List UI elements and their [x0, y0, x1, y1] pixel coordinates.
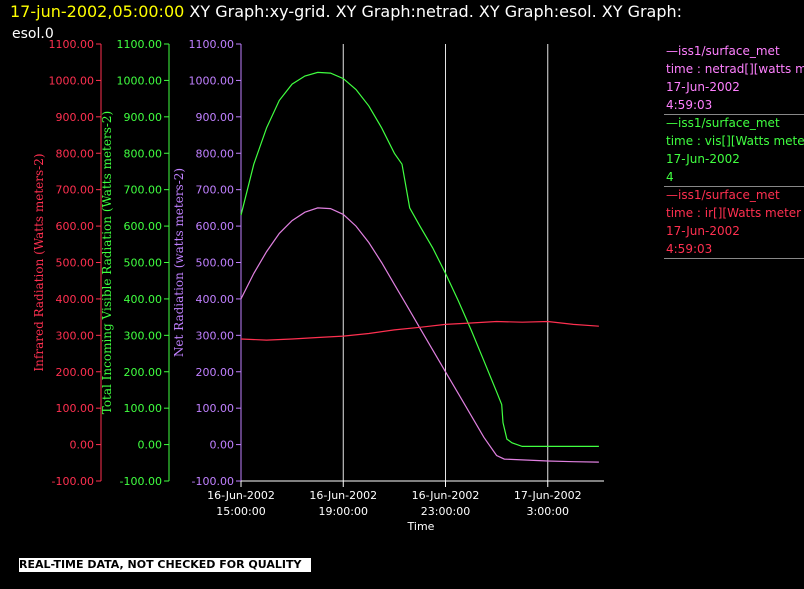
x-axis: 16-Jun-2002 15:00:00 16-Jun-2002 19:00:00 16…: [207, 480, 604, 533]
y-tick-label: 100.00: [56, 402, 95, 415]
y-tick-label: 700.00: [56, 184, 95, 197]
y-tick-label: 1000.00: [117, 74, 163, 87]
x-tick-date: 16-Jun-2002: [207, 489, 275, 502]
grid-layer: [342, 44, 549, 481]
legend-date: 17-Jun-2002: [666, 152, 740, 166]
legend-source: —iss1/surface_met: [666, 188, 780, 202]
y-axis-label: Net Radiation (watts meters-2): [172, 168, 186, 357]
x-tick-date: 16-Jun-2002: [309, 489, 377, 502]
y-tick-label: 900.00: [124, 111, 163, 124]
y-tick-label: 1100.00: [117, 38, 163, 51]
series-line-vis: [240, 71, 599, 447]
y-axis-label: Total Incoming Visible Radiation (Watts …: [100, 111, 114, 415]
title-continuation: esol.0: [12, 26, 54, 42]
y-tick-label: -100.00: [192, 475, 234, 488]
y-axis-2: 1100.00 1000.00 900.00 800.00 700.00 600.00 50…: [100, 38, 170, 488]
x-axis-label: Time: [407, 520, 435, 533]
y-tick-label: 400.00: [124, 293, 163, 306]
y-tick-label: 800.00: [124, 147, 163, 160]
x-tick-time: 19:00:00: [319, 505, 368, 518]
y-tick-label: 300.00: [124, 329, 163, 342]
y-tick-label: 300.00: [196, 329, 235, 342]
y-tick-label: -100.00: [52, 475, 94, 488]
y-tick-label: 1100.00: [189, 38, 235, 51]
y-axis-label: Infrared Radiation (Watts meters-2): [32, 153, 46, 371]
y-tick-label: 500.00: [124, 257, 163, 270]
legend-time: 4:59:03: [666, 98, 713, 112]
x-tick-date: 16-Jun-2002: [412, 489, 480, 502]
y-tick-label: 700.00: [124, 184, 163, 197]
timestamp: 17-jun-2002,05:00:00: [10, 2, 185, 21]
y-tick-label: 100.00: [196, 402, 235, 415]
y-tick-label: 200.00: [56, 366, 95, 379]
y-tick-label: 500.00: [196, 257, 235, 270]
legend-date: 17-Jun-2002: [666, 80, 740, 94]
legend-time: 4: [666, 170, 674, 184]
y-tick-label: 200.00: [124, 366, 163, 379]
y-tick-label: -100.00: [120, 475, 162, 488]
y-tick-label: 1000.00: [49, 74, 95, 87]
y-tick-label: 600.00: [124, 220, 163, 233]
y-tick-label: 500.00: [56, 257, 95, 270]
legend-divider: [664, 258, 804, 259]
legend-variable: time : ir[][Watts meter: [666, 206, 802, 220]
legend-variable: time : vis[][Watts meter: [666, 134, 804, 148]
y-tick-label: 600.00: [196, 220, 235, 233]
y-tick-label: 900.00: [196, 111, 235, 124]
legend-divider: [664, 114, 804, 115]
y-tick-label: 200.00: [196, 366, 235, 379]
y-axis-3: 1100.00 1000.00 900.00 800.00 700.00 600.00 50…: [172, 38, 242, 488]
y-axis-1: 1100.00 1000.00 900.00 800.00 700.00 600.00 50…: [32, 38, 102, 488]
legend-divider: [664, 186, 804, 187]
series-line-ir: [240, 320, 599, 341]
y-tick-label: 800.00: [196, 147, 235, 160]
x-tick-time: 15:00:00: [216, 505, 265, 518]
legend-time: 4:59:03: [666, 242, 713, 256]
y-tick-label: 0.00: [70, 439, 95, 452]
legend-variable: time : netrad[][watts me: [666, 62, 804, 76]
x-tick-date: 17-Jun-2002: [514, 489, 582, 502]
y-tick-label: 700.00: [196, 184, 235, 197]
legend-source: —iss1/surface_met: [666, 116, 780, 130]
title-bar: 17-jun-2002,05:00:00 XY Graph:xy-grid. X…: [10, 2, 682, 22]
y-tick-label: 1000.00: [189, 74, 235, 87]
y-tick-label: 400.00: [196, 293, 235, 306]
series-layer: [240, 71, 599, 463]
series-line-netrad: [240, 207, 599, 463]
x-tick-time: 3:00:00: [527, 505, 569, 518]
y-tick-label: 0.00: [210, 439, 235, 452]
axes-layer: 1100.00 1000.00 900.00 800.00 700.00 600.00 50…: [32, 38, 242, 488]
y-tick-label: 600.00: [56, 220, 95, 233]
quality-disclaimer: REAL-TIME DATA, NOT CHECKED FOR QUALITY: [19, 558, 311, 572]
legend-date: 17-Jun-2002: [666, 224, 740, 238]
y-tick-label: 900.00: [56, 111, 95, 124]
title-text: XY Graph:xy-grid. XY Graph:netrad. XY Gr…: [189, 2, 683, 21]
y-tick-label: 400.00: [56, 293, 95, 306]
y-tick-label: 1100.00: [49, 38, 95, 51]
y-tick-label: 0.00: [138, 439, 163, 452]
y-tick-label: 300.00: [56, 329, 95, 342]
y-tick-label: 800.00: [56, 147, 95, 160]
legend-source: —iss1/surface_met: [666, 44, 780, 58]
x-tick-time: 23:00:00: [421, 505, 470, 518]
y-tick-label: 100.00: [124, 402, 163, 415]
